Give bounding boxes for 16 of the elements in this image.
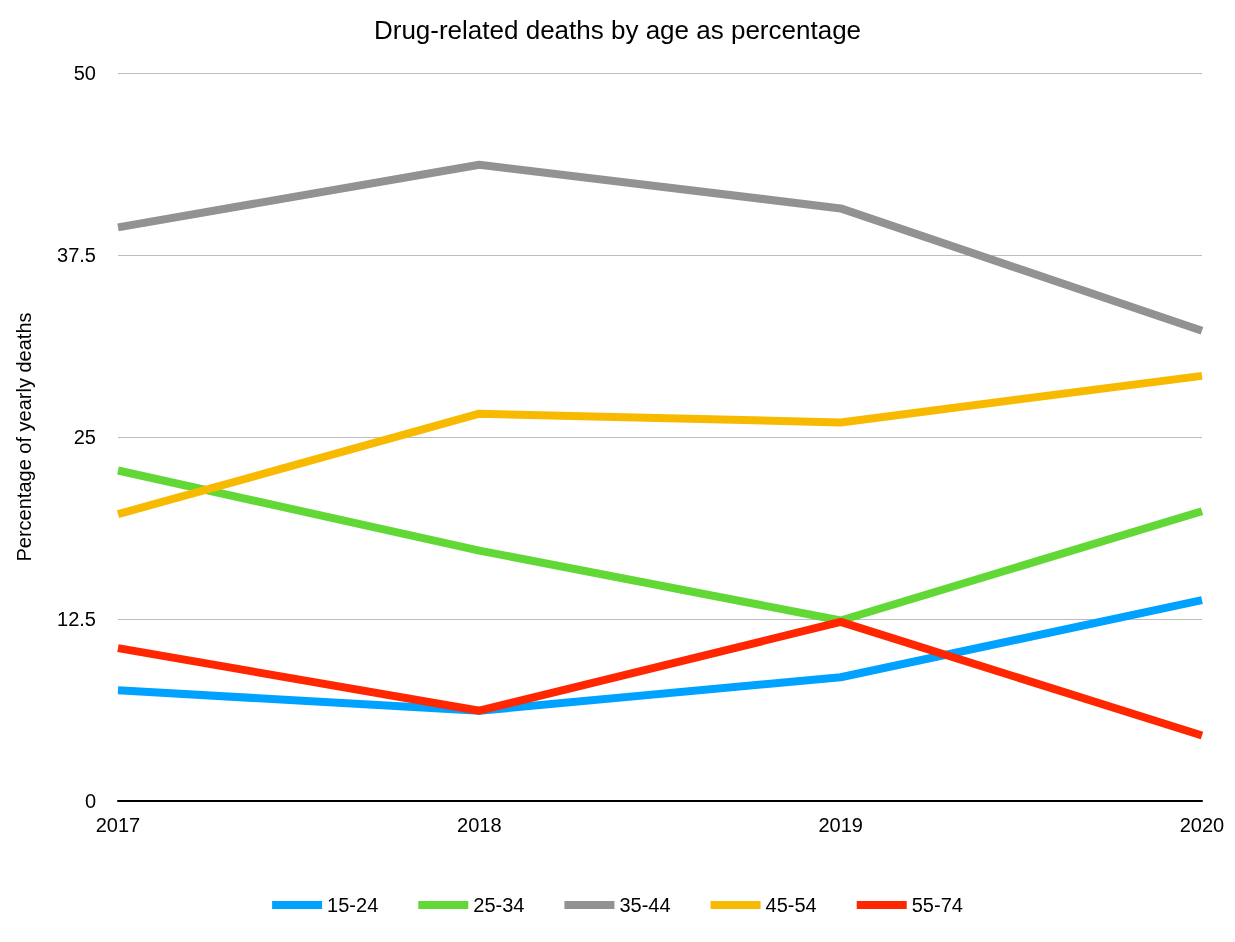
y-tick-label: 50: [73, 62, 96, 84]
y-tick-label: 37.5: [57, 244, 96, 266]
x-tick-label: 2018: [457, 814, 502, 836]
y-tick-label: 12.5: [57, 608, 96, 630]
y-tick-label: 0: [84, 790, 96, 812]
legend-label: 25-34: [473, 894, 525, 916]
legend-label: 55-74: [911, 894, 963, 916]
y-tick-label: 25: [73, 426, 96, 448]
x-tick-label: 2019: [818, 814, 863, 836]
x-tick-label: 2020: [1179, 814, 1225, 836]
chart-title: Drug-related deaths by age as percentage: [373, 15, 862, 45]
legend-label: 45-54: [765, 894, 817, 916]
y-axis-title: Percentage of yearly deaths: [13, 312, 35, 562]
x-tick-label: 2017: [95, 814, 141, 836]
legend-label: 15-24: [327, 894, 379, 916]
legend-label: 35-44: [619, 894, 671, 916]
